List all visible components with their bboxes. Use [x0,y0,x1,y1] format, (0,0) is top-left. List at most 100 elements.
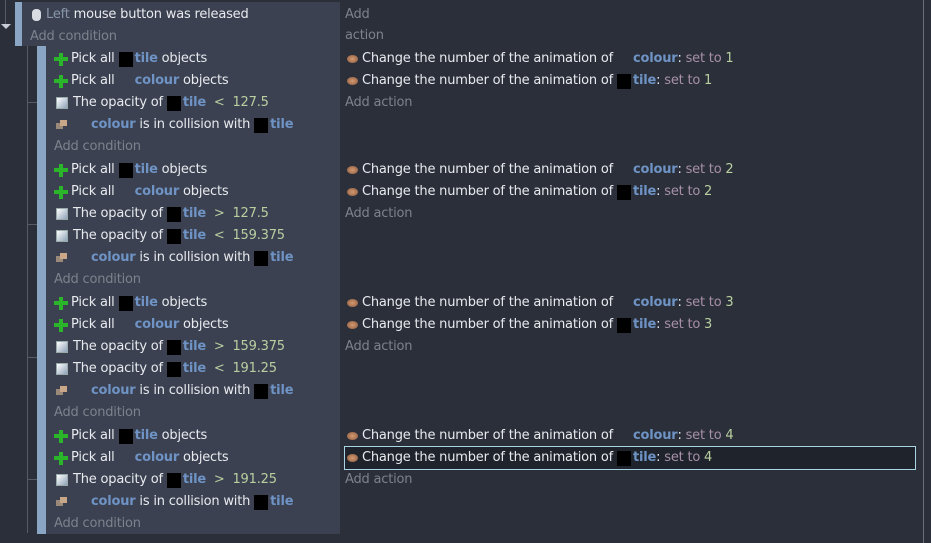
event-drag-handle[interactable] [15,2,22,46]
action-row[interactable]: Change the number of the animation of til… [345,314,733,336]
text-segment: is in collision with [135,250,251,265]
plus-icon [54,74,68,88]
condition-row[interactable]: colour is in collision with tile [54,380,340,402]
condition-row[interactable]: The opacity of tile > 191.25 [54,469,340,491]
condition-row[interactable]: colour is in collision with tile [54,114,340,136]
action-row[interactable]: Change the number of the animation of col… [345,425,915,447]
add-action-link[interactable]: Add action [345,339,413,354]
add-condition-link[interactable]: Add condition [54,516,141,531]
text-segment: is in collision with [135,383,251,398]
collapse-arrow-icon[interactable] [1,24,11,29]
condition-row[interactable]: Pick all colour objects [54,181,340,203]
condition-row[interactable]: Pick all colour objects [54,314,340,336]
object-thumbnail-icon [118,162,133,178]
text-segment: < 191.25 [206,361,277,376]
event-block: Left mouse button was released Add condit… [15,2,384,46]
action-row[interactable]: Change the number of the animation of til… [345,181,733,203]
opacity-icon [56,230,68,242]
text-segment: The opacity of [73,361,163,376]
text-segment: 2 [725,162,734,177]
text-segment: 3 [725,295,734,310]
condition-row[interactable]: The opacity of tile < 191.25 [54,358,340,380]
condition-row[interactable]: Pick all tile objects [54,48,340,70]
animation-icon [347,454,358,462]
add-action-link[interactable]: Add action [345,206,413,221]
condition-row[interactable]: Pick all tile objects [54,425,340,447]
event-drag-handle[interactable] [37,290,46,423]
text-segment: 1 [725,51,734,66]
action-row[interactable]: Change the number of the animation of col… [345,48,734,70]
event-drag-handle[interactable] [37,46,46,157]
object-name: colour [91,494,136,509]
text-segment: : [656,450,661,465]
add-action-link[interactable]: Add action [345,472,413,487]
condition-row[interactable]: Pick all colour objects [54,70,340,92]
object-thumbnail-icon [119,185,133,200]
add-action-link[interactable]: Add action [345,7,384,43]
add-condition-link[interactable]: Add condition [54,272,141,287]
condition-row[interactable]: The opacity of tile > 127.5 [54,203,340,225]
object-thumbnail-icon [119,451,133,466]
condition-row[interactable]: The opacity of tile > 159.375 [54,336,340,358]
animation-icon [347,432,358,440]
text-segment: < 127.5 [206,95,269,110]
object-thumbnail-icon [616,450,631,466]
panel-edge [923,0,924,543]
event-block: Pick all tile objects Pick all colour objec… [37,157,734,290]
action-row[interactable]: Change the number of the animation of col… [345,159,734,181]
object-thumbnail-icon [617,163,631,178]
text-segment: 1 [704,73,713,88]
add-condition-link[interactable]: Add condition [54,405,141,420]
action-row[interactable]: Change the number of the animation of col… [345,292,734,314]
animation-icon [347,321,358,329]
action-row[interactable]: Change the number of the animation of til… [344,446,916,470]
object-thumbnail-icon [254,250,269,266]
object-name: tile [270,250,294,265]
tree-line [5,0,6,24]
collision-icon [54,495,68,509]
text-segment: > 127.5 [206,206,269,221]
text-segment: : [677,295,682,310]
condition-row[interactable]: The opacity of tile < 127.5 [54,92,340,114]
object-thumbnail-icon [166,206,181,222]
text-segment: Change the number of the animation of [362,317,613,332]
object-name: tile [270,117,294,132]
object-name: tile [182,206,207,221]
event-drag-handle[interactable] [37,423,46,534]
object-name: colour [134,184,180,199]
object-name: colour [91,250,136,265]
condition-row[interactable]: Pick all tile objects [54,159,340,181]
condition-row[interactable]: Pick all tile objects [54,292,340,314]
text-segment: Change the number of the animation of [362,184,613,199]
object-name: colour [632,51,678,66]
object-thumbnail-icon [118,51,133,67]
add-action-link[interactable]: Add action [345,95,413,110]
animation-icon [347,188,358,196]
text-segment: Pick all [71,51,115,66]
condition-row[interactable]: colour is in collision with tile [54,247,340,269]
action-row[interactable]: Change the number of the animation of til… [345,70,733,92]
conditions-panel: Pick all tile objects Pick all colour objec… [46,423,340,534]
object-thumbnail-icon [75,118,89,133]
text-segment: 4 [725,428,734,443]
plus-icon [54,451,68,465]
condition-row[interactable]: The opacity of tile < 159.375 [54,225,340,247]
text-segment: Pick all [71,317,115,332]
condition-row[interactable]: Left mouse button was released [30,4,340,26]
add-condition-link[interactable]: Add condition [30,29,117,44]
condition-row[interactable]: Pick all colour objects [54,447,340,469]
actions-panel: Add action [345,4,384,43]
text-segment: Change the number of the animation of [362,295,613,310]
text-segment: 3 [704,317,713,332]
text-segment: > 191.25 [206,472,277,487]
text-segment: objects [157,428,208,443]
conditions-panel: Pick all tile objects Pick all colour objec… [46,46,340,157]
condition-row[interactable]: colour is in collision with tile [54,491,340,513]
object-name: tile [182,361,207,376]
text-segment: set to [681,51,726,66]
object-name: colour [632,428,678,443]
add-condition-link[interactable]: Add condition [54,139,141,154]
event-drag-handle[interactable] [37,157,46,290]
object-name: tile [632,317,657,332]
object-name: tile [270,494,294,509]
